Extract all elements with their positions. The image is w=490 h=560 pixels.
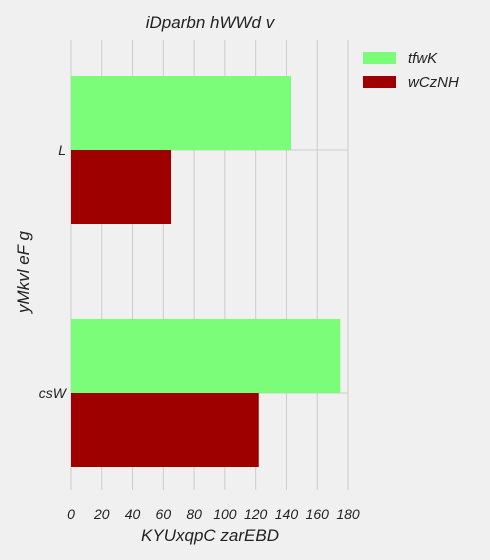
y-tick-label: csW: [39, 385, 68, 401]
y-tick-label: L: [58, 142, 66, 158]
bar-wCzNH-L: [71, 150, 172, 224]
legend-label: tfwK: [408, 50, 438, 67]
x-tick-label: 180: [336, 506, 360, 522]
legend: tfwK wCzNH: [363, 50, 459, 91]
chart-title: iDparbn hWWd v: [146, 13, 276, 32]
y-tick-labels: csW L: [39, 142, 68, 401]
x-tick-label: 120: [244, 506, 268, 522]
x-tick-label: 0: [67, 506, 75, 522]
bar-tfwK-L: [71, 76, 292, 150]
legend-label: wCzNH: [408, 74, 459, 91]
bar-wCzNH-csW: [71, 393, 259, 467]
x-axis-label: KYUxqpC zarEBD: [141, 526, 279, 545]
legend-swatch: [363, 76, 396, 88]
x-tick-label: 40: [125, 506, 141, 522]
legend-swatch: [363, 52, 396, 64]
bars: [71, 76, 341, 467]
x-tick-label: 80: [186, 506, 202, 522]
x-tick-label: 100: [213, 506, 237, 522]
x-tick-label: 60: [156, 506, 172, 522]
bar-tfwK-csW: [71, 319, 341, 393]
x-tick-label: 160: [306, 506, 330, 522]
y-axis-label: yMkvl eF g: [14, 231, 33, 314]
x-tick-label: 140: [275, 506, 299, 522]
x-tick-label: 20: [93, 506, 110, 522]
x-tick-labels: 0 20 40 60 80 100 120 140 160 180: [67, 506, 360, 522]
